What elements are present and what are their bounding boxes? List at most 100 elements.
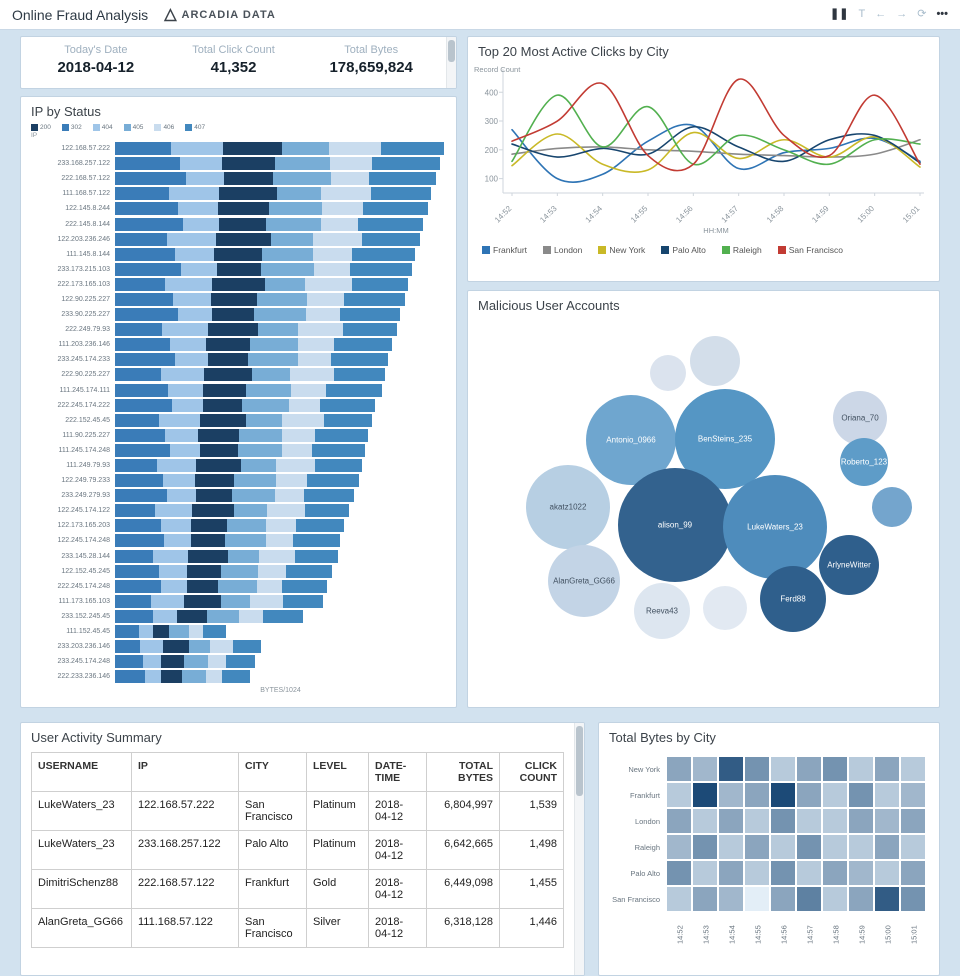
bar-segment[interactable] [261, 262, 315, 276]
bar-segment[interactable] [161, 670, 182, 684]
bar-segment[interactable] [115, 413, 159, 427]
stacked-bar[interactable] [115, 247, 415, 261]
bar-segment[interactable] [275, 474, 308, 488]
line-series-palo-alto[interactable] [511, 126, 921, 164]
stacked-bar[interactable] [115, 308, 400, 322]
bar-segment[interactable] [167, 489, 197, 503]
user-bubble-Roberto_123[interactable] [840, 438, 888, 486]
bar-segment[interactable] [265, 534, 294, 548]
heatmap-cell[interactable] [797, 757, 821, 781]
bar-segment[interactable] [145, 670, 162, 684]
bar-segment[interactable] [222, 670, 251, 684]
bar-segment[interactable] [357, 217, 423, 231]
bar-segment[interactable] [204, 368, 253, 382]
bar-segment[interactable] [283, 594, 323, 608]
bar-segment[interactable] [207, 323, 259, 337]
bar-segment[interactable] [351, 277, 408, 291]
bar-segment[interactable] [306, 292, 345, 306]
legend-item-city[interactable]: London [543, 245, 582, 255]
bar-segment[interactable] [115, 519, 161, 533]
bar-segment[interactable] [286, 564, 332, 578]
stacked-bar[interactable] [115, 157, 441, 171]
column-header[interactable]: TOTAL BYTES [426, 752, 500, 792]
bar-segment[interactable] [282, 413, 324, 427]
bar-segment[interactable] [206, 609, 239, 623]
user-bubble[interactable] [703, 586, 747, 630]
bar-segment[interactable] [183, 655, 208, 669]
column-header[interactable]: CLICK COUNT [499, 752, 564, 792]
bar-segment[interactable] [218, 202, 269, 216]
bar-segment[interactable] [225, 534, 266, 548]
more-icon[interactable]: ••• [936, 8, 948, 20]
heatmap-cell[interactable] [797, 861, 821, 885]
bar-segment[interactable] [226, 655, 256, 669]
bar-segment[interactable] [227, 519, 266, 533]
stacked-bar[interactable] [115, 474, 359, 488]
bar-segment[interactable] [115, 217, 183, 231]
bar-segment[interactable] [158, 413, 201, 427]
bar-segment[interactable] [154, 504, 193, 518]
legend-item-city[interactable]: Palo Alto [661, 245, 706, 255]
stacked-bar[interactable] [115, 383, 382, 397]
bar-segment[interactable] [115, 262, 181, 276]
stacked-bar[interactable] [115, 670, 251, 684]
bar-segment[interactable] [305, 308, 340, 322]
bar-segment[interactable] [139, 625, 153, 639]
bar-segment[interactable] [362, 202, 429, 216]
bar-segment[interactable] [245, 383, 292, 397]
legend-item-city[interactable]: San Francisco [777, 245, 843, 255]
refresh-icon[interactable]: ⟳ [917, 8, 927, 20]
stacked-bar[interactable] [115, 262, 412, 276]
bar-segment[interactable] [371, 187, 432, 201]
bar-segment[interactable] [282, 142, 329, 156]
heatmap-cell[interactable] [823, 835, 847, 859]
bar-segment[interactable] [162, 323, 208, 337]
bar-segment[interactable] [177, 308, 212, 322]
heatmap-cell[interactable] [901, 835, 925, 859]
stacked-bar[interactable] [115, 443, 365, 457]
heatmap-cell[interactable] [693, 835, 717, 859]
heatmap-cell[interactable] [745, 757, 769, 781]
bar-segment[interactable] [265, 217, 322, 231]
bar-segment[interactable] [191, 534, 226, 548]
bar-segment[interactable] [207, 655, 227, 669]
stacked-bar[interactable] [115, 142, 444, 156]
heatmap-cell[interactable] [901, 809, 925, 833]
heatmap-cell[interactable] [667, 861, 691, 885]
user-bubble-AlanGreta_GG66[interactable] [548, 545, 620, 617]
stacked-bar[interactable] [115, 187, 432, 201]
bar-segment[interactable] [372, 157, 441, 171]
bar-segment[interactable] [315, 428, 369, 442]
heatmap-cell[interactable] [849, 757, 873, 781]
heatmap-cell[interactable] [667, 809, 691, 833]
bar-segment[interactable] [290, 368, 334, 382]
bar-segment[interactable] [185, 172, 225, 186]
heatmap-cell[interactable] [823, 783, 847, 807]
bar-segment[interactable] [115, 308, 178, 322]
bar-segment[interactable] [175, 353, 208, 367]
bar-segment[interactable] [163, 474, 196, 488]
bar-segment[interactable] [115, 428, 166, 442]
user-bubble-Oriana_70[interactable] [833, 391, 887, 445]
bar-segment[interactable] [181, 670, 206, 684]
bar-segment[interactable] [291, 383, 326, 397]
bar-segment[interactable] [169, 187, 220, 201]
heatmap-cell[interactable] [667, 757, 691, 781]
stacked-bar[interactable] [115, 217, 423, 231]
bar-segment[interactable] [198, 428, 239, 442]
bar-segment[interactable] [323, 413, 373, 427]
bar-segment[interactable] [264, 277, 306, 291]
heatmap-cell[interactable] [693, 887, 717, 911]
stacked-bar[interactable] [115, 564, 332, 578]
heatmap-cell[interactable] [875, 809, 899, 833]
stacked-bar[interactable] [115, 534, 341, 548]
bar-segment[interactable] [343, 323, 397, 337]
bar-segment[interactable] [232, 640, 262, 654]
bar-segment[interactable] [330, 353, 388, 367]
bar-segment[interactable] [115, 625, 140, 639]
bar-segment[interactable] [228, 549, 260, 563]
table-row[interactable]: AlanGreta_GG66 111.168.57.122 San Francisc… [31, 908, 564, 948]
bar-segment[interactable] [262, 247, 314, 261]
bar-segment[interactable] [321, 202, 363, 216]
bar-segment[interactable] [303, 489, 354, 503]
